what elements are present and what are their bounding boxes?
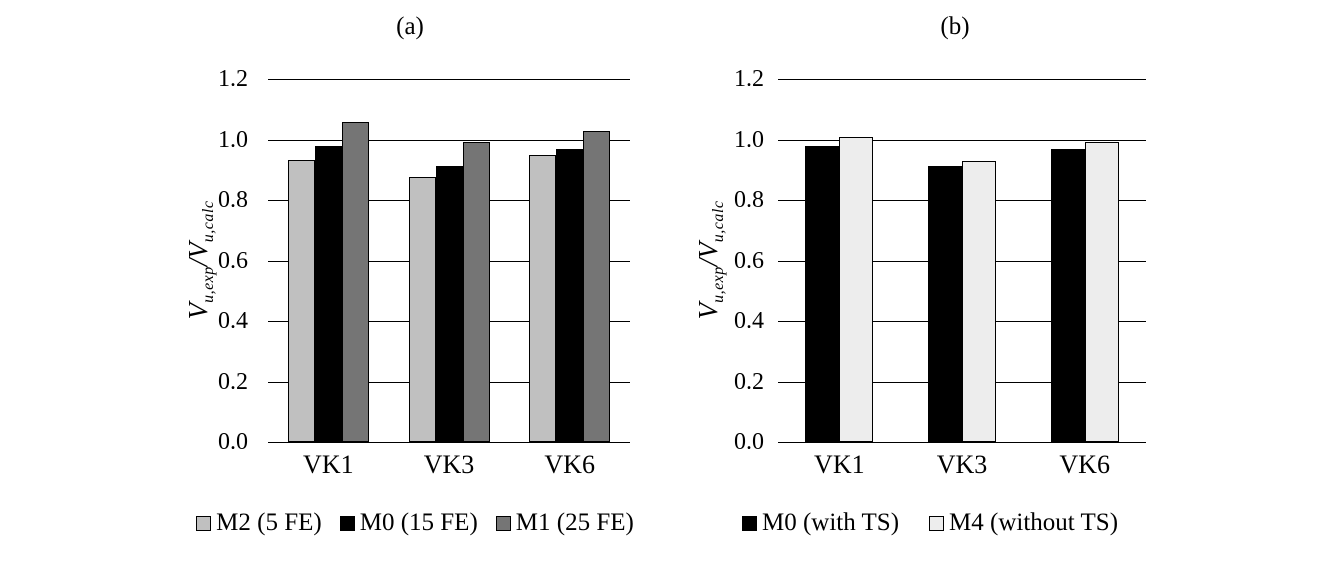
bar-M0-VK6 — [1050, 149, 1085, 442]
gridline — [268, 79, 630, 81]
legend-swatch-icon — [339, 515, 355, 531]
legend-swatch-icon — [929, 515, 945, 531]
x-axis-label-VK3: VK3 — [936, 450, 988, 479]
gridline — [778, 79, 1146, 81]
panel-a-y-tick-labels: 1.2 1.0 0.8 0.6 0.4 0.2 0.0 — [208, 67, 248, 454]
x-axis-label-VK1: VK1 — [303, 450, 354, 479]
gridline — [778, 139, 1146, 141]
legend-label: M0 (with TS) — [761, 509, 900, 536]
bar-M2-VK3 — [408, 176, 436, 442]
legend-item-M4: M4 (without TS) — [929, 509, 1118, 537]
panel-b-y-tick-labels: 1.2 1.0 0.8 0.6 0.4 0.2 0.0 — [724, 67, 764, 454]
bar-M2-VK1 — [287, 159, 315, 442]
legend-swatch-icon — [495, 515, 511, 531]
y-tick-label: 1.2 — [218, 66, 248, 92]
legend-item-M1: M1 (25 FE) — [495, 509, 634, 537]
legend-swatch-icon — [741, 515, 757, 531]
x-axis-label-VK3: VK3 — [423, 450, 475, 479]
y-tick-label: 0.8 — [218, 187, 248, 213]
bar-M0-VK1 — [805, 146, 840, 442]
legend-swatch-icon — [196, 515, 212, 531]
y-tick-label: 1.0 — [734, 126, 764, 153]
panel-b-x-axis-labels: VK1 VK3 VK6 — [778, 450, 1146, 480]
legend-item-M2: M2 (5 FE) — [196, 509, 322, 537]
panel-a-legend: M2 (5 FE) M0 (15 FE) M1 (25 FE) — [180, 508, 650, 538]
y-tick-label: 1.2 — [734, 66, 764, 92]
legend-label: M2 (5 FE) — [216, 509, 322, 536]
legend-label: M4 (without TS) — [949, 509, 1119, 536]
y-axis-title-part: V — [693, 302, 723, 320]
y-tick-label: 0.4 — [734, 308, 764, 334]
bar-M0-VK3 — [435, 165, 463, 442]
y-tick-label: 0.8 — [734, 187, 764, 213]
y-tick-label: 0.6 — [734, 247, 764, 274]
panel-a-plot-area — [268, 79, 630, 443]
bar-M4-VK1 — [839, 137, 874, 442]
bar-M4-VK6 — [1084, 141, 1119, 442]
panel-b-legend: M0 (with TS) M4 (without TS) — [690, 508, 1170, 538]
panel-b-title: (b) — [940, 13, 970, 40]
y-tick-label: 0.2 — [218, 368, 248, 395]
bar-M1-VK6 — [583, 131, 611, 442]
gridline — [268, 139, 630, 141]
y-tick-label: 0.2 — [734, 368, 764, 395]
legend-item-M0: M0 (with TS) — [741, 509, 900, 537]
legend-label: M0 (15 FE) — [359, 509, 478, 536]
bar-M0-VK6 — [556, 149, 584, 442]
bar-M2-VK6 — [529, 155, 557, 442]
panel-a-x-axis-labels: VK1 VK3 VK6 — [268, 450, 630, 480]
x-axis-label-VK1: VK1 — [814, 450, 865, 479]
bar-M0-VK3 — [928, 165, 962, 442]
y-axis-title-part: /V — [693, 242, 723, 267]
y-tick-label: 0.4 — [218, 308, 248, 334]
bar-M0-VK1 — [314, 146, 342, 442]
y-tick-label: 0.0 — [734, 429, 764, 455]
panel-b-plot-area — [778, 79, 1146, 443]
y-tick-label: 0.0 — [218, 429, 248, 455]
panel-b-y-axis-title: Vu,exp/Vu,calc — [693, 201, 727, 320]
bar-M1-VK3 — [462, 141, 490, 442]
y-tick-label: 1.0 — [218, 126, 248, 153]
panel-a-title: (a) — [396, 13, 424, 40]
bar-M1-VK1 — [341, 121, 369, 442]
legend-item-M0: M0 (15 FE) — [339, 509, 478, 537]
x-axis-label-VK6: VK6 — [544, 450, 595, 479]
bar-M4-VK3 — [962, 161, 996, 442]
x-axis-label-VK6: VK6 — [1059, 450, 1110, 479]
y-tick-label: 0.6 — [218, 247, 248, 274]
legend-label: M1 (25 FE) — [515, 509, 634, 536]
